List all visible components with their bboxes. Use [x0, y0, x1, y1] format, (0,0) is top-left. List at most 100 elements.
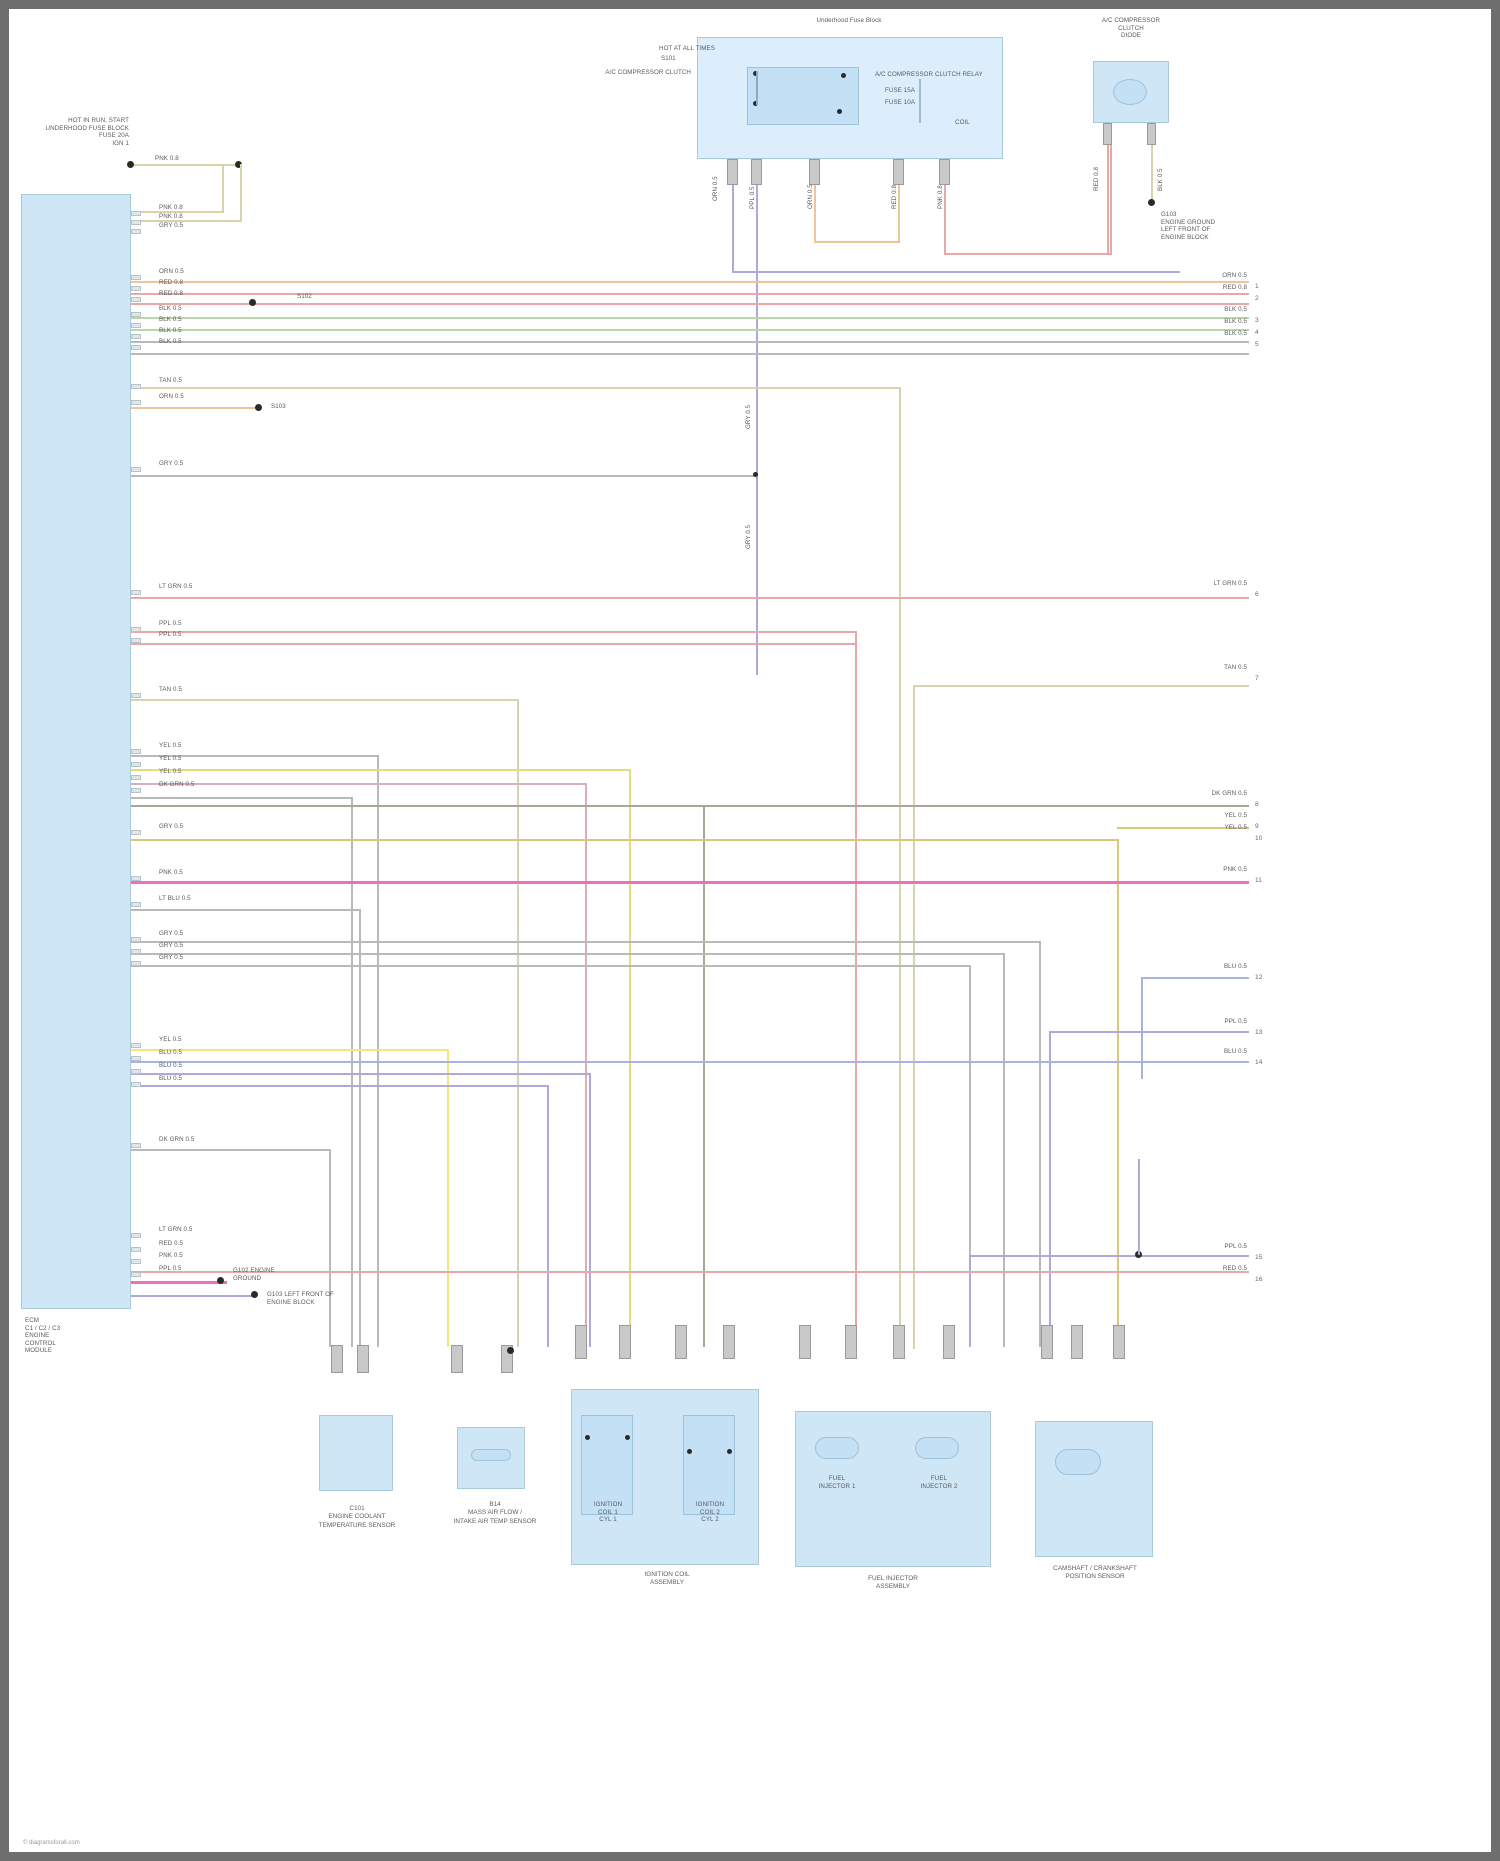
- ecm-pin-stub-4: [131, 275, 141, 280]
- fuse-wire-4: [898, 185, 900, 241]
- run-blk-1: [131, 317, 1249, 319]
- ecm-pin-wire-label-35: PNK 0.5: [159, 1252, 183, 1259]
- splice-orn: [255, 404, 262, 411]
- run-dkgrn-v: [703, 805, 705, 1347]
- ecm-pin-wire-label-3: GRY 0.5: [159, 222, 184, 229]
- fuse-pin-4: [893, 159, 904, 185]
- ecm-pin-wire-label-10: BLK 0.5: [159, 338, 182, 345]
- ecm-pin-wire-label-17: TAN 0.5: [159, 686, 182, 693]
- splice-bot-2: [251, 1291, 258, 1298]
- run-gry3-3v: [969, 965, 971, 1347]
- component-c5-element: [1055, 1449, 1101, 1475]
- ac-clutch-relay[interactable]: [747, 67, 859, 125]
- run-gry3-1v: [1039, 941, 1041, 1347]
- fuse-block-title: Underhood Fuse Block: [816, 17, 882, 24]
- ecm-pin-stub-13: [131, 467, 141, 472]
- ecm-pin-wire-label-32: DK GRN 0.5: [159, 1136, 195, 1143]
- fuse-pin-5: [939, 159, 950, 185]
- right-pin-wire-label-5: BLK 0.5: [1224, 330, 1247, 337]
- ecm-pin-wire-label-24: LT BLU 0.5: [159, 895, 191, 902]
- ecm-pin-wire-label-21: DK GRN 0.5: [159, 781, 195, 788]
- right-pin-number-8: 8: [1255, 801, 1259, 808]
- ecm-pin-wire-label-30: BLU 0.5: [159, 1062, 183, 1069]
- run-gry-center: [131, 475, 757, 477]
- diode-title: A/C COMPRESSOR CLUTCH DIODE: [1101, 17, 1161, 40]
- right-pin-number-15: 15: [1255, 1254, 1263, 1261]
- diode-pin-1: [1103, 123, 1112, 145]
- ecm-pin-stub-33: [131, 1233, 141, 1238]
- ecm-pin-wire-label-25: GRY 0.5: [159, 930, 184, 937]
- c4-pin-b: [845, 1325, 857, 1359]
- right-pin-number-9: 9: [1255, 823, 1259, 830]
- relay-inner-label-3: COIL: [955, 119, 970, 126]
- fuse-wire-2: [756, 185, 758, 675]
- node-gry-label: GRY 0.5: [745, 404, 752, 429]
- run-ppl-low: [969, 1255, 1249, 1257]
- run-ppl-drop: [855, 631, 857, 1347]
- right-pin-wire-label-3: BLK 0.5: [1224, 306, 1247, 313]
- ecm-connector-block[interactable]: [21, 194, 131, 1309]
- ecm-pin-stub-21: [131, 788, 141, 793]
- ecm-pin-stub-3: [131, 229, 141, 234]
- ecm-pin-wire-label-31: BLU 0.5: [159, 1075, 183, 1082]
- splice-red: [249, 299, 256, 306]
- run-low-1: [131, 1049, 449, 1051]
- fuse-pin-1: [727, 159, 738, 185]
- relay-node-a: [753, 71, 758, 76]
- splice-orn-label: S103: [271, 403, 286, 410]
- run-blu-r1v: [1141, 977, 1143, 1079]
- run-gry-long-v: [1117, 839, 1119, 1347]
- ecm-pin-stub-19: [131, 762, 141, 767]
- splice-s102: [235, 161, 242, 168]
- component-c4-caption: FUEL INJECTOR ASSEMBLY: [868, 1575, 918, 1591]
- wire-ign1-return: [135, 220, 242, 222]
- right-pin-number-16: 16: [1255, 1276, 1263, 1283]
- ecm-pin-stub-24: [131, 902, 141, 907]
- right-pin-wire-label-10: YEL 0.5: [1224, 824, 1247, 831]
- splice-bot-label-1: G102 ENGINE GROUND: [233, 1267, 275, 1282]
- component-c3-caption: IGNITION COIL ASSEMBLY: [644, 1571, 690, 1587]
- fuse-wire-1: [732, 185, 734, 271]
- run-gry-long-r: [1117, 827, 1249, 829]
- fuse-wire-h1: [732, 271, 1180, 273]
- right-pin-number-14: 14: [1255, 1059, 1263, 1066]
- ecm-pin-stub-17: [131, 693, 141, 698]
- run-gry3-2v: [1003, 953, 1005, 1347]
- run-low-3: [131, 1073, 591, 1075]
- component-c2-element: [471, 1449, 511, 1461]
- diode-pin-wire-2: BLK 0.5: [1157, 168, 1164, 191]
- run-blk-2: [131, 329, 1249, 331]
- ecm-pin-stub-1: [131, 211, 141, 216]
- ecm-pin-wire-label-6: RED 0.8: [159, 290, 184, 297]
- ecm-pin-wire-label-9: BLK 0.5: [159, 327, 182, 334]
- right-pin-number-2: 2: [1255, 295, 1259, 302]
- fuse-pin-3: [809, 159, 820, 185]
- run-blu-r1: [1141, 977, 1249, 979]
- run-yel-3: [131, 783, 587, 785]
- diode-wire-1: [1107, 145, 1109, 255]
- c3-node-2: [625, 1435, 630, 1440]
- fuse-pin-label-1: ORN 0.5: [712, 176, 719, 201]
- right-pin-number-13: 13: [1255, 1029, 1263, 1036]
- ecm-pin-stub-22: [131, 830, 141, 835]
- component-c3-sub-1-label: IGNITION COIL 1 CYL 1: [593, 1501, 623, 1524]
- run-dkgrn: [131, 805, 705, 807]
- relay-coil-line: [919, 79, 921, 123]
- run-ltgrn: [131, 597, 1249, 599]
- ecm-pin-wire-label-2: PNK 0.8: [159, 213, 183, 220]
- c3-node-3: [687, 1449, 692, 1454]
- right-pin-number-3: 3: [1255, 317, 1259, 324]
- ecm-pin-wire-label-13: GRY 0.5: [159, 460, 184, 467]
- ecm-pin-stub-27: [131, 961, 141, 966]
- splice-bot-label-2: G103 LEFT FRONT OF ENGINE BLOCK: [267, 1291, 334, 1306]
- right-pin-number-5: 5: [1255, 341, 1259, 348]
- component-c1[interactable]: [319, 1415, 393, 1491]
- ecm-pin-wire-label-19: YEL 0.5: [159, 755, 182, 762]
- component-c5[interactable]: [1035, 1421, 1153, 1557]
- ecm-pin-wire-label-22: GRY 0.5: [159, 823, 184, 830]
- relay-node-c: [841, 73, 846, 78]
- ground-note-g103: G103 ENGINE GROUND LEFT FRONT OF ENGINE …: [1161, 211, 1216, 241]
- run-dkgrn-r: [703, 805, 1249, 807]
- c1-pin-b: [357, 1345, 369, 1373]
- c4-pin-d: [943, 1325, 955, 1359]
